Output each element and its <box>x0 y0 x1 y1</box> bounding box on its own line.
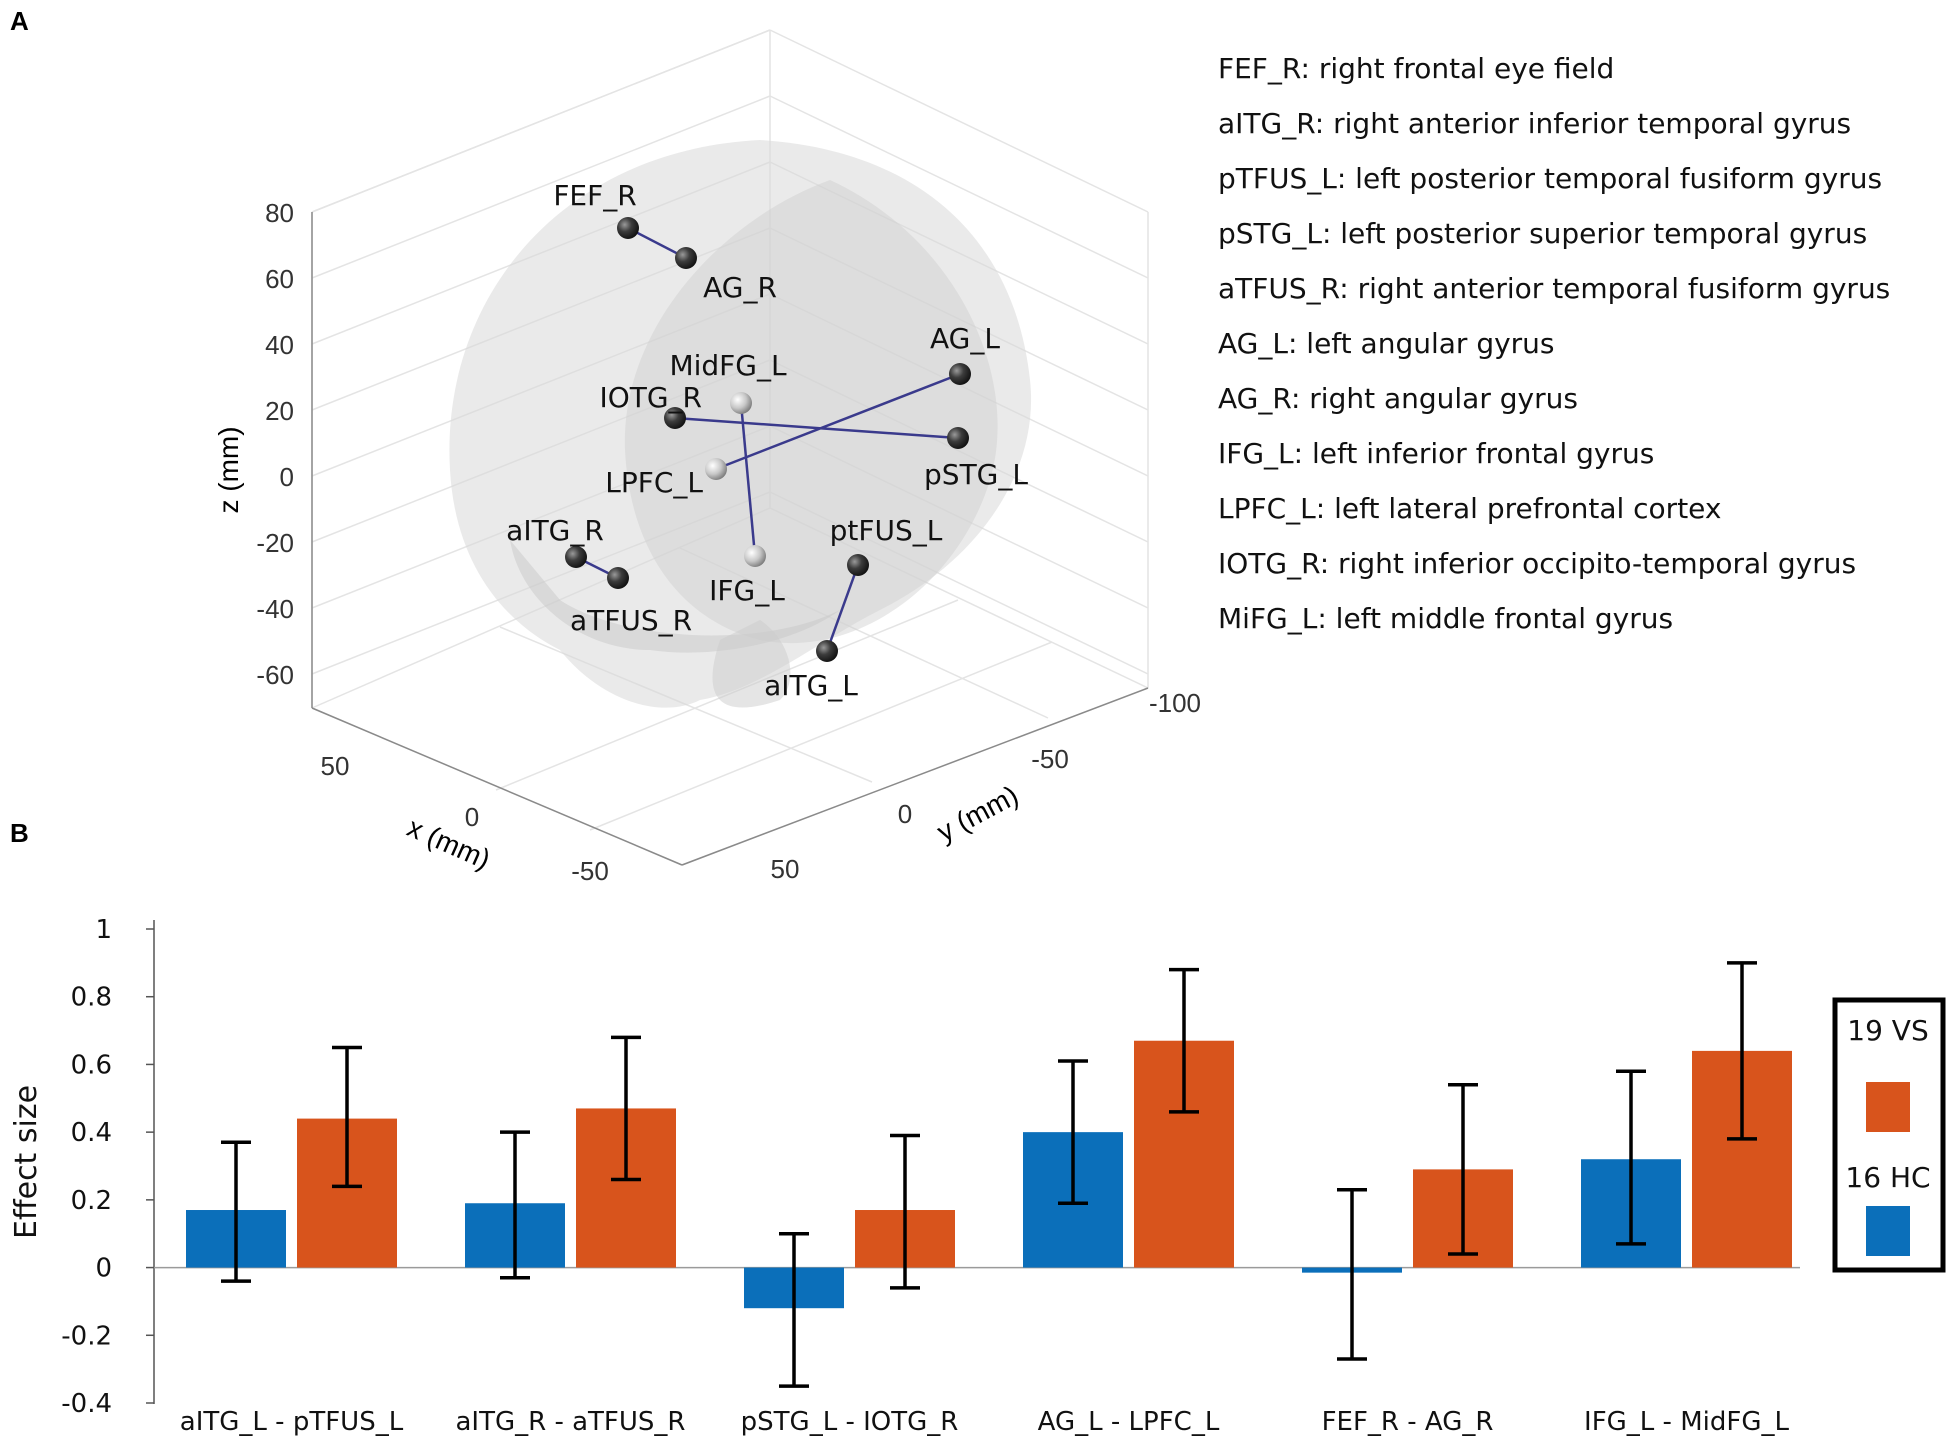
node-aITG_L <box>816 640 838 662</box>
node-AG_L <box>949 363 971 385</box>
x-category-labels: aITG_L - pTFUS_L aITG_R - aTFUS_R pSTG_L -… <box>180 1407 1790 1437</box>
y-tick-label: -0.2 <box>61 1321 112 1351</box>
edge-IOTG_R-pSTG_L <box>674 416 959 440</box>
node-label-aITG_R: aITG_R <box>506 514 604 547</box>
category-label: IFG_L - MidFG_L <box>1584 1407 1789 1437</box>
y-tick: 0 <box>898 799 912 829</box>
edge-ptFUS_L-aITG_L <box>825 564 860 652</box>
node-LPFC_L <box>705 458 727 480</box>
node-label-IOTG_R: IOTG_R <box>599 381 702 414</box>
abbreviation-glossary: FEF_R: right frontal eye field aITG_R: r… <box>1218 52 1890 635</box>
y-axis-label: y (mm) <box>932 779 1023 847</box>
glossary-item: AG_L: left angular gyrus <box>1218 327 1555 360</box>
y-tick-label: 0 <box>95 1254 112 1284</box>
node-label-pSTG_L: pSTG_L <box>924 458 1028 491</box>
glossary-item: FEF_R: right frontal eye field <box>1218 52 1614 85</box>
node-label-AG_L: AG_L <box>930 322 1000 355</box>
z-tick: -20 <box>256 528 294 558</box>
node-MidFG_L <box>730 392 752 414</box>
glossary-item: aTFUS_R: right anterior temporal fusifor… <box>1218 272 1890 305</box>
z-tick: 80 <box>265 198 294 228</box>
node-label-AG_R: AG_R <box>703 271 777 304</box>
axes-3d <box>311 212 1149 866</box>
glossary-item: LPFC_L: left lateral prefrontal cortex <box>1218 492 1721 525</box>
x-axis-label: x (mm) <box>403 811 495 875</box>
node-aITG_R <box>565 546 587 568</box>
z-tick: 40 <box>265 330 294 360</box>
legend-label-vs: 19 VS <box>1847 1014 1928 1047</box>
category-label: aITG_L - pTFUS_L <box>180 1407 404 1437</box>
node-pSTG_L <box>947 427 969 449</box>
z-tick: 20 <box>265 396 294 426</box>
node-aTFUS_R <box>607 567 629 589</box>
effect-size-chart: 1 0.8 0.6 0.4 0.2 0 -0.2 -0.4 Effect size aITG_… <box>9 915 1946 1437</box>
y-tick-label: 0.8 <box>71 983 112 1013</box>
y-axis-label: Effect size <box>9 1085 44 1239</box>
node-FEF_R <box>617 217 639 239</box>
node-label-LPFC_L: LPFC_L <box>605 466 703 499</box>
legend-label-hc: 16 HC <box>1845 1161 1930 1194</box>
z-tick: -40 <box>256 594 294 624</box>
z-tick: -60 <box>256 660 294 690</box>
panel-label-b: B <box>10 818 29 848</box>
glossary-item: IFG_L: left inferior frontal gyrus <box>1218 437 1654 470</box>
y-tick: -50 <box>1031 744 1069 774</box>
node-label-aTFUS_R: aTFUS_R <box>570 604 692 637</box>
node-label-ptFUS_L: ptFUS_L <box>830 514 943 547</box>
y-tick-label: 0.2 <box>71 1186 112 1216</box>
x-tick: -50 <box>571 856 609 886</box>
z-axis-label: z (mm) <box>213 426 244 513</box>
glossary-item: aITG_R: right anterior inferior temporal… <box>1218 107 1851 140</box>
glossary-item: IOTG_R: right inferior occipito-temporal… <box>1218 547 1856 580</box>
z-axis-ticks: 80 60 40 20 0 -20 -40 -60 <box>256 198 294 690</box>
error-bars <box>221 961 1757 1388</box>
glossary-item: MiFG_L: left middle frontal gyrus <box>1218 602 1673 635</box>
category-label: aITG_R - aTFUS_R <box>456 1407 686 1437</box>
x-tick: 50 <box>321 751 350 781</box>
y-tick-label: -0.4 <box>61 1389 112 1419</box>
x-tick: 0 <box>465 802 479 832</box>
node-AG_R <box>675 247 697 269</box>
node-IFG_L <box>744 545 766 567</box>
legend-swatch-hc <box>1866 1206 1910 1256</box>
node-label-IFG_L: IFG_L <box>709 574 785 607</box>
z-tick: 0 <box>280 462 294 492</box>
glossary-item: AG_R: right angular gyrus <box>1218 382 1578 415</box>
y-tick: -100 <box>1149 688 1201 718</box>
brain-plot: 80 60 40 20 0 -20 -40 -60 z (mm) 50 0 -5… <box>213 29 1201 886</box>
legend-swatch-vs <box>1866 1082 1910 1132</box>
y-tick-label: 1 <box>95 915 112 945</box>
node-label-MidFG_L: MidFG_L <box>669 349 787 382</box>
glossary-item: pTFUS_L: left posterior temporal fusifor… <box>1218 162 1882 195</box>
node-label-FEF_R: FEF_R <box>553 179 636 212</box>
y-tick-label: 0.4 <box>71 1118 112 1148</box>
glossary-item: pSTG_L: left posterior superior temporal… <box>1218 217 1867 250</box>
z-tick: 60 <box>265 264 294 294</box>
node-IOTG_R <box>664 407 686 429</box>
node-ptFUS_L <box>847 554 869 576</box>
category-label: AG_L - LPFC_L <box>1038 1407 1220 1437</box>
y-tick: 50 <box>771 854 800 884</box>
category-label: pSTG_L - IOTG_R <box>741 1407 959 1437</box>
edge-MidFG_L-IFG_L <box>739 402 757 557</box>
legend: 19 VS 16 HC <box>1832 997 1946 1273</box>
node-label-aITG_L: aITG_L <box>764 669 858 702</box>
y-axis-ticks: 1 0.8 0.6 0.4 0.2 0 -0.2 -0.4 <box>61 915 154 1419</box>
panel-label-a: A <box>10 6 29 36</box>
category-label: FEF_R - AG_R <box>1322 1407 1494 1437</box>
edge-AG_L-LPFC_L <box>715 372 961 471</box>
y-tick-label: 0.6 <box>71 1050 112 1080</box>
connectivity-nodes: FEF_RAG_RMidFG_LIOTG_RAG_LpSTG_LLPFC_LaI… <box>506 179 1028 702</box>
